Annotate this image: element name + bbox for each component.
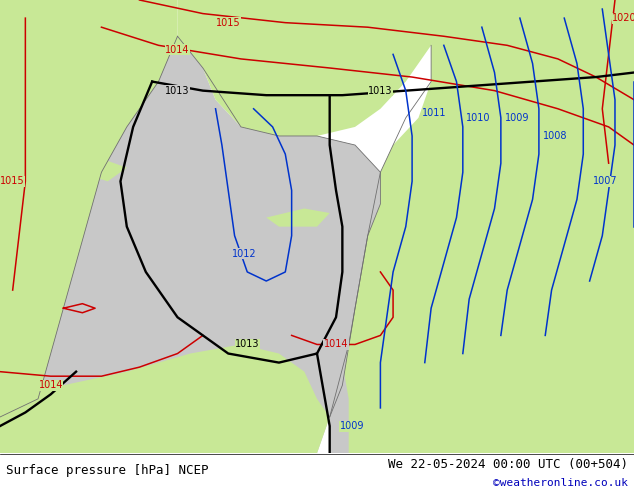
Text: 1012: 1012 (232, 249, 256, 259)
Text: 1020: 1020 (612, 13, 634, 23)
Polygon shape (0, 344, 330, 453)
Text: 1015: 1015 (216, 18, 240, 27)
Text: 1013: 1013 (235, 340, 259, 349)
Text: 1013: 1013 (165, 86, 190, 96)
Text: 1014: 1014 (324, 340, 348, 349)
Polygon shape (146, 32, 190, 50)
Text: 1013: 1013 (368, 86, 392, 96)
Text: ©weatheronline.co.uk: ©weatheronline.co.uk (493, 478, 628, 489)
Text: Surface pressure [hPa] NCEP: Surface pressure [hPa] NCEP (6, 465, 209, 477)
Polygon shape (311, 272, 349, 453)
Text: 1008: 1008 (543, 131, 567, 141)
Text: 1014: 1014 (39, 380, 63, 390)
Text: 1009: 1009 (505, 113, 529, 123)
Text: 1010: 1010 (467, 113, 491, 123)
Text: 1009: 1009 (340, 421, 364, 431)
Polygon shape (380, 46, 406, 59)
Polygon shape (330, 0, 634, 453)
Polygon shape (0, 9, 380, 453)
Polygon shape (51, 145, 127, 181)
Polygon shape (266, 209, 330, 226)
Text: 1007: 1007 (593, 176, 618, 186)
Text: 1014: 1014 (165, 45, 190, 55)
Text: 1011: 1011 (422, 108, 446, 118)
Polygon shape (0, 0, 178, 417)
Text: 1015: 1015 (1, 176, 25, 186)
Text: We 22-05-2024 00:00 UTC (00+504): We 22-05-2024 00:00 UTC (00+504) (387, 458, 628, 471)
Polygon shape (178, 0, 444, 136)
